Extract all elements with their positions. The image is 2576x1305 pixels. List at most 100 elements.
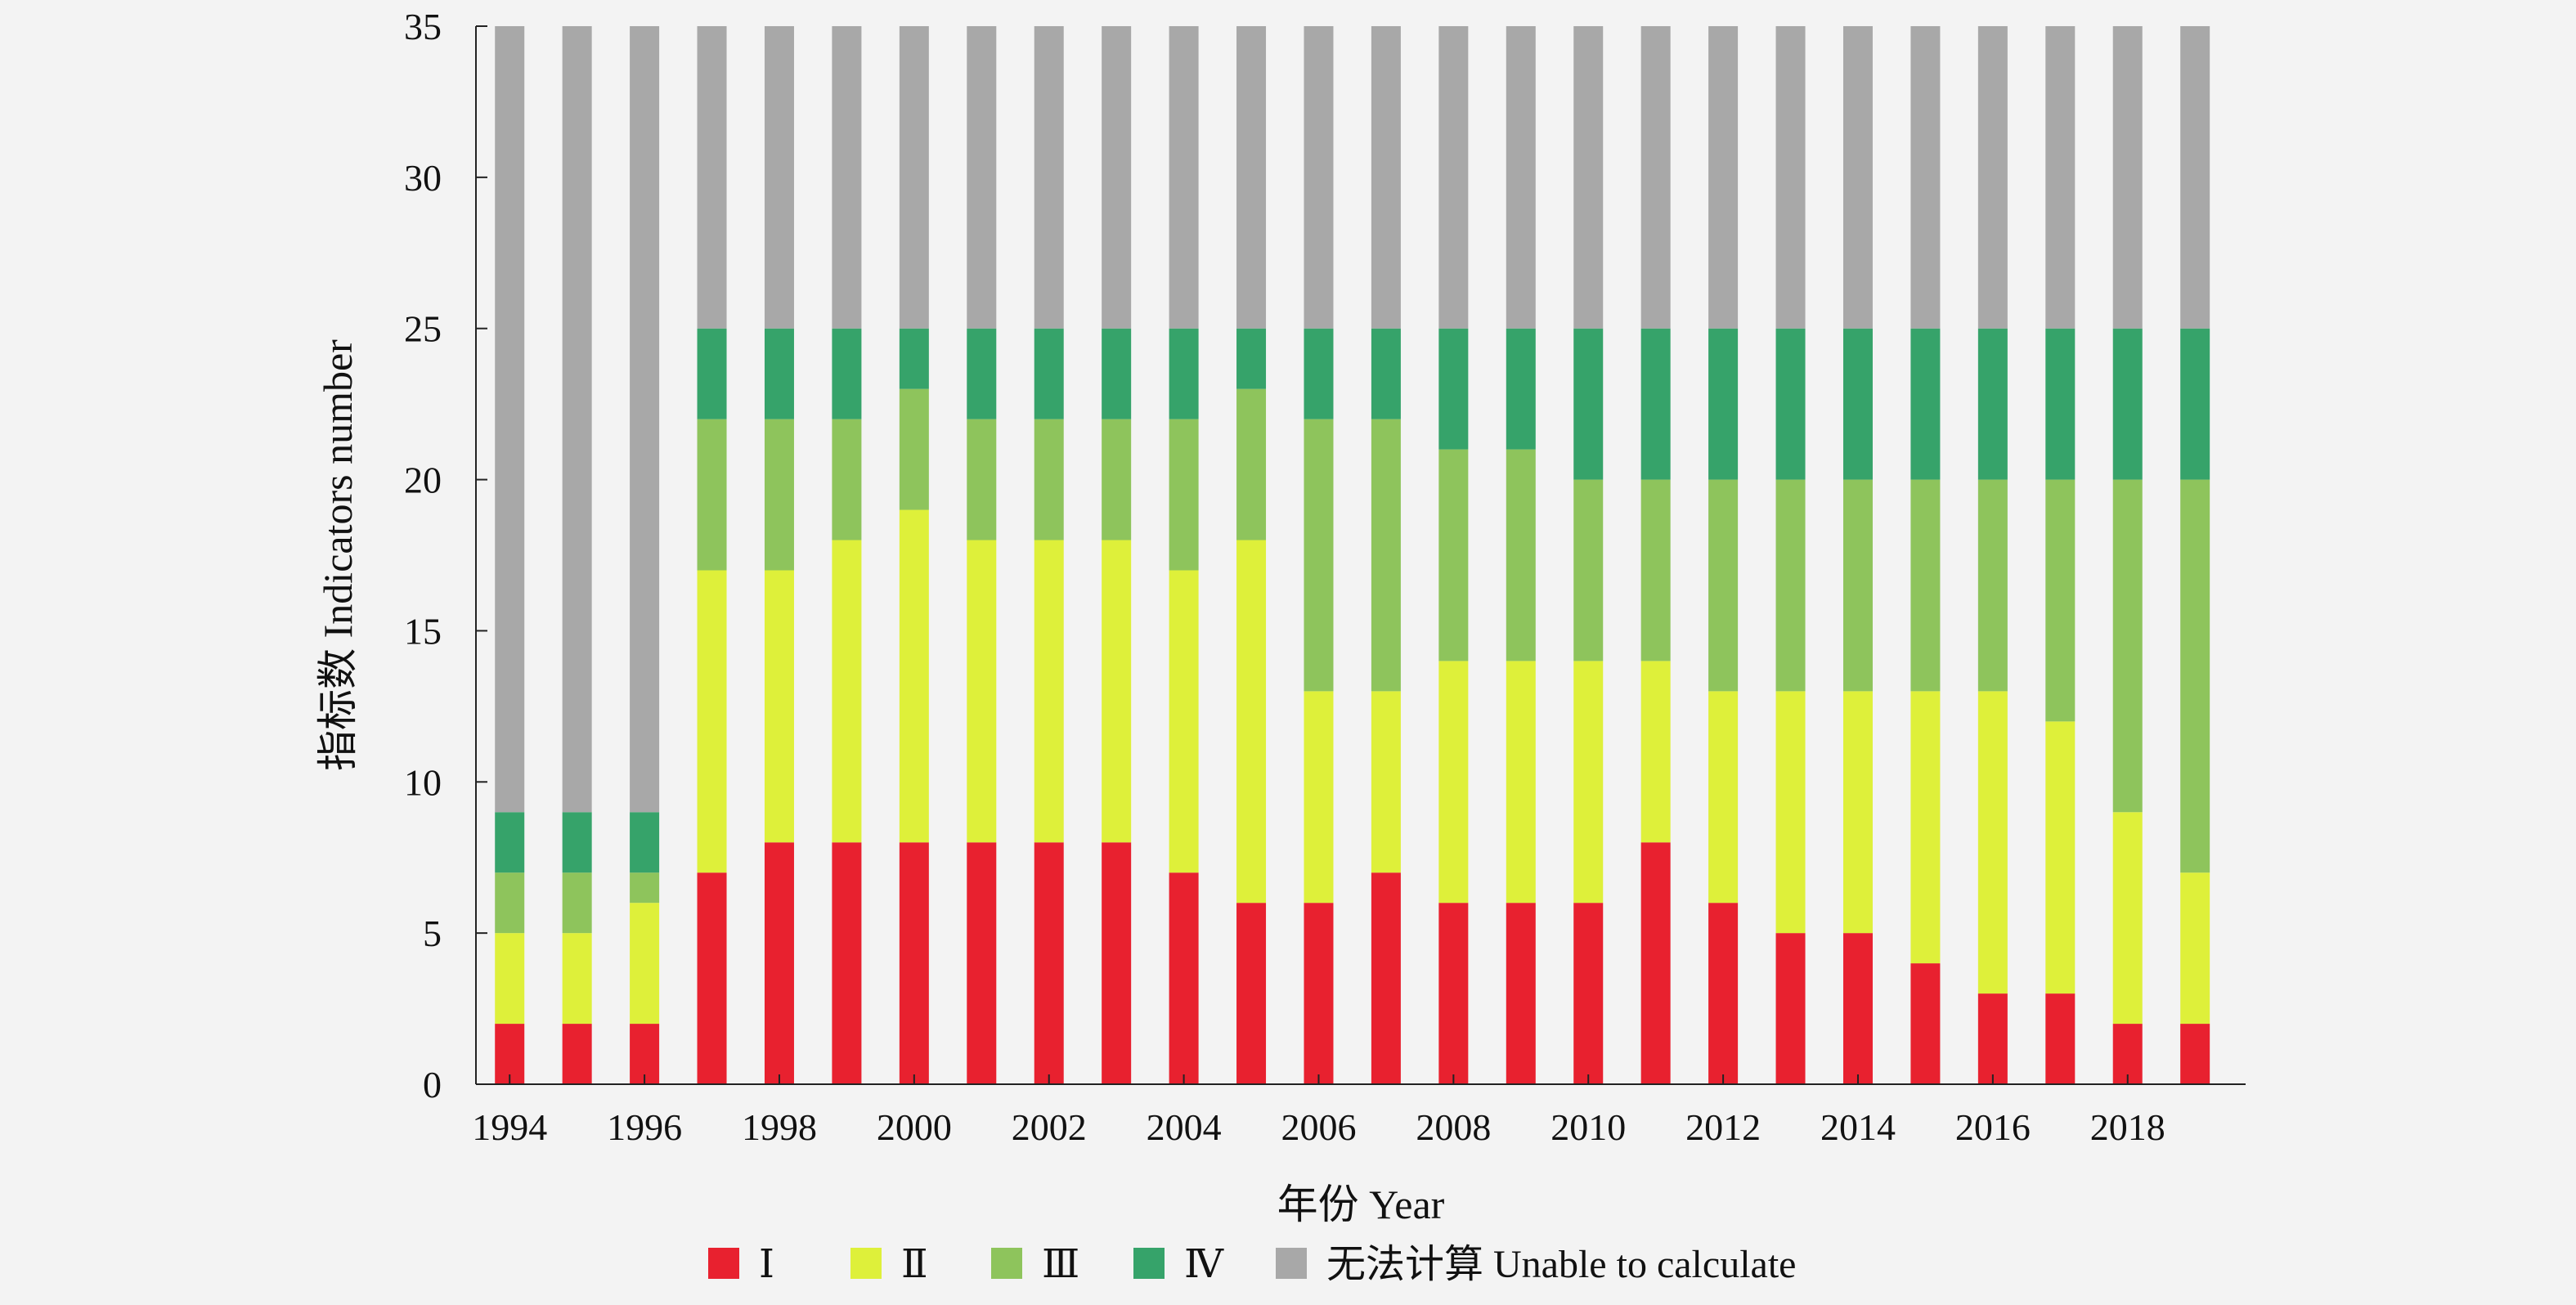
bar-2007-series-5 [1371, 26, 1401, 329]
bar-2012-series-1 [1708, 903, 1739, 1084]
bar-2010-series-1 [1573, 903, 1604, 1084]
bar-2000-series-4 [899, 328, 929, 389]
bar-2009-series-5 [1506, 26, 1536, 329]
bar-1997-series-4 [697, 328, 727, 419]
bar-2013-series-1 [1775, 933, 1806, 1084]
bar-2019-series-5 [2180, 26, 2210, 329]
bar-1994-series-1 [495, 1024, 525, 1084]
bar-1998-series-2 [764, 570, 794, 843]
bar-2003-series-5 [1102, 26, 1132, 329]
bar-1995-series-5 [562, 26, 592, 813]
bar-2010-series-5 [1573, 26, 1604, 329]
x-tick-label: 2004 [1147, 1106, 1222, 1148]
bar-2008-series-3 [1438, 449, 1469, 661]
bar-2015-series-5 [1910, 26, 1941, 329]
bar-1996-series-5 [630, 26, 660, 813]
bar-2016-series-1 [1977, 993, 2008, 1084]
bar-2010-series-2 [1573, 661, 1604, 904]
x-tick-label: 2014 [1820, 1106, 1896, 1148]
bar-1994-series-2 [495, 933, 525, 1025]
y-tick-label: 0 [423, 1064, 442, 1105]
bar-2018-series-3 [2112, 479, 2143, 813]
bar-2005-series-1 [1236, 903, 1267, 1084]
bar-2016-series-5 [1977, 26, 2008, 329]
bar-2016-series-4 [1977, 328, 2008, 480]
bar-2005-series-5 [1236, 26, 1267, 329]
bar-1998-series-5 [764, 26, 794, 329]
legend: Ⅰ Ⅱ Ⅲ Ⅳ 无法计算 Unable to calculate [708, 1243, 1796, 1286]
bar-1999-series-5 [832, 26, 862, 329]
y-tick-label: 25 [404, 308, 442, 350]
legend-swatch-1 [708, 1248, 739, 1279]
bar-2000-series-5 [899, 26, 929, 329]
bar-2018-series-5 [2112, 26, 2143, 329]
legend-label-4: Ⅳ [1184, 1243, 1224, 1286]
legend-swatch-4 [1133, 1248, 1165, 1279]
bar-1996-series-2 [630, 903, 660, 1025]
bar-2007-series-4 [1371, 328, 1401, 419]
bar-1995-series-2 [562, 933, 592, 1025]
x-tick-label: 2002 [1012, 1106, 1087, 1148]
bar-1997-series-3 [697, 419, 727, 571]
bar-1999-series-3 [832, 419, 862, 540]
bar-2010-series-4 [1573, 328, 1604, 480]
bar-1999-series-1 [832, 842, 862, 1084]
y-tick-label: 20 [404, 460, 442, 501]
bar-2007-series-3 [1371, 419, 1401, 692]
x-tick-label: 1998 [742, 1106, 817, 1148]
bar-1996-series-4 [630, 812, 660, 873]
bar-2004-series-3 [1169, 419, 1199, 571]
bar-2007-series-1 [1371, 872, 1401, 1084]
bar-2013-series-5 [1775, 26, 1806, 329]
y-tick-label: 30 [404, 157, 442, 199]
axes-layer [475, 25, 2246, 1085]
bar-1995-series-4 [562, 812, 592, 873]
bar-2001-series-4 [967, 328, 997, 419]
bar-2002-series-4 [1034, 328, 1064, 419]
bar-2008-series-4 [1438, 328, 1469, 450]
legend-swatch-5 [1276, 1248, 1307, 1279]
bar-2019-series-2 [2180, 872, 2210, 1025]
bar-2009-series-2 [1506, 661, 1536, 904]
legend-label-3: Ⅲ [1042, 1243, 1079, 1286]
legend-swatch-3 [991, 1248, 1022, 1279]
bar-2004-series-5 [1169, 26, 1199, 329]
bar-2005-series-4 [1236, 328, 1267, 389]
bar-2018-series-2 [2112, 812, 2143, 1025]
bar-1996-series-3 [630, 872, 660, 904]
bar-2001-series-3 [967, 419, 997, 540]
bar-2009-series-1 [1506, 903, 1536, 1084]
bar-2006-series-3 [1304, 419, 1334, 692]
legend-label-1: Ⅰ [759, 1243, 774, 1286]
x-axis-title: 年份 Year [1277, 1182, 1445, 1227]
bar-2014-series-5 [1842, 26, 1873, 329]
bar-2000-series-2 [899, 509, 929, 843]
x-tick-label: 2018 [2090, 1106, 2165, 1148]
bar-2001-series-2 [967, 540, 997, 843]
bar-2001-series-5 [967, 26, 997, 329]
bar-2015-series-1 [1910, 963, 1941, 1084]
bar-2014-series-2 [1842, 691, 1873, 934]
bar-1994-series-4 [495, 812, 525, 873]
bar-2017-series-5 [2045, 26, 2076, 329]
bar-2006-series-1 [1304, 903, 1334, 1084]
bar-1999-series-4 [832, 328, 862, 419]
labels-layer: 0 5 10 15 20 25 30 35 1994 1996 1998 2000 2002 2004 20… [315, 6, 2165, 1227]
y-tick-label: 15 [404, 610, 442, 652]
bar-2006-series-2 [1304, 691, 1334, 904]
bar-1997-series-2 [697, 570, 727, 873]
bar-2015-series-4 [1910, 328, 1941, 480]
x-tick-label: 2008 [1416, 1106, 1491, 1148]
x-tick-label: 2016 [1955, 1106, 2031, 1148]
y-tick-label: 10 [404, 761, 442, 803]
bar-2005-series-3 [1236, 388, 1267, 540]
bar-2003-series-3 [1102, 419, 1132, 540]
y-axis-title: 指标数 Indicators number [315, 339, 361, 771]
bar-2000-series-1 [899, 842, 929, 1084]
x-tick-label: 1996 [607, 1106, 682, 1148]
bar-2016-series-2 [1977, 691, 2008, 994]
bar-2019-series-4 [2180, 328, 2210, 480]
bar-2013-series-3 [1775, 479, 1806, 692]
bar-2004-series-1 [1169, 872, 1199, 1084]
